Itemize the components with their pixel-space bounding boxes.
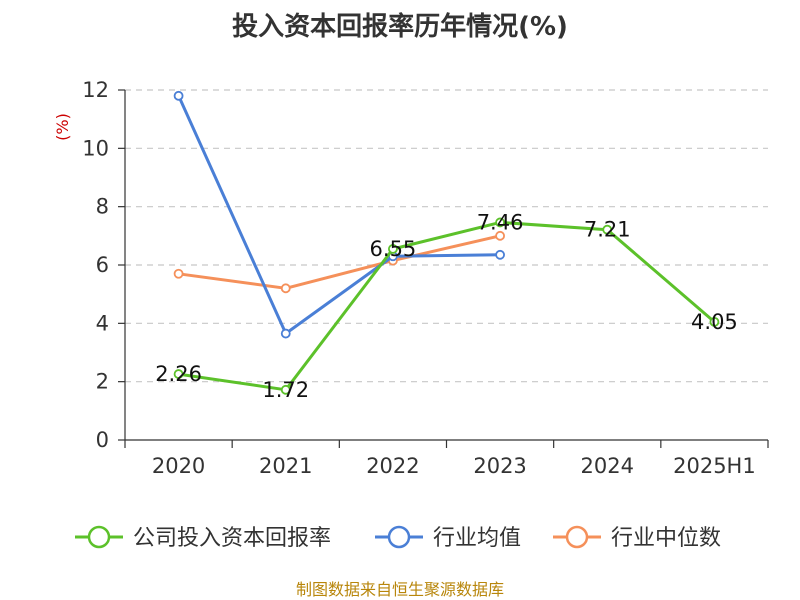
legend-label: 公司投入资本回报率	[133, 526, 331, 551]
legend-item-0[interactable]: 公司投入资本回报率	[75, 525, 331, 551]
legend[interactable]: 公司投入资本回报率 行业均值 行业中位数	[75, 525, 721, 551]
data-label: 4.05	[691, 310, 738, 334]
axes: 0 2 4 6 8 10 12 2020 2021 2022 2023 2024 2025H1	[82, 78, 769, 478]
data-point[interactable]	[280, 283, 291, 294]
x-tick-label: 2021	[259, 454, 312, 478]
data-point[interactable]	[173, 369, 184, 379]
y-tick-label: 8	[96, 195, 109, 219]
series-line	[178, 220, 716, 392]
x-tick-label: 2020	[152, 454, 205, 478]
data-label: 6.55	[370, 237, 417, 261]
data-label: 1.72	[262, 378, 309, 402]
y-tick-label: 12	[82, 78, 109, 102]
series-1	[173, 90, 505, 339]
grid-lines	[125, 89, 768, 383]
legend-marker	[565, 525, 589, 549]
legend-item-1[interactable]: 行业均值	[375, 525, 521, 551]
chart-title: 投入资本回报率历年情况(%)	[232, 11, 568, 42]
y-tick-label: 2	[96, 370, 109, 394]
data-label: 7.46	[477, 210, 524, 234]
legend-marker	[387, 525, 411, 549]
data-point[interactable]	[602, 224, 613, 235]
y-tick-label: 6	[96, 253, 109, 277]
x-tick-label: 2024	[581, 454, 634, 478]
series-2	[173, 230, 505, 294]
data-labels: 2.26 1.72 6.55 7.46 7.21 4.05	[155, 210, 738, 401]
y-tick-label: 0	[96, 428, 109, 452]
data-label: 2.26	[155, 362, 202, 386]
series-line	[177, 95, 501, 335]
data-point[interactable]	[495, 249, 505, 260]
x-tick-label: 2023	[473, 454, 526, 478]
y-tick-label: 4	[96, 311, 109, 335]
series-lines	[173, 90, 720, 395]
data-point[interactable]	[709, 316, 720, 327]
data-label: 7.21	[584, 218, 631, 242]
series-line	[178, 234, 501, 290]
data-point[interactable]	[388, 244, 398, 254]
series-0	[173, 217, 720, 395]
legend-label: 行业中位数	[611, 526, 721, 551]
legend-item-2[interactable]: 行业中位数	[553, 525, 721, 551]
data-source-note: 制图数据来自恒生聚源数据库	[296, 580, 504, 599]
data-point[interactable]	[495, 230, 505, 241]
data-point[interactable]	[280, 328, 291, 339]
x-tick-label: 2025H1	[673, 454, 756, 478]
y-tick-label: 10	[82, 136, 109, 160]
data-point[interactable]	[280, 384, 291, 395]
data-point[interactable]	[173, 268, 184, 279]
x-tick-label: 2022	[366, 454, 419, 478]
data-point[interactable]	[495, 217, 505, 228]
legend-marker	[87, 525, 111, 549]
legend-label: 行业均值	[433, 526, 521, 551]
y-axis-unit: (%)	[53, 113, 72, 141]
data-point[interactable]	[173, 90, 184, 101]
